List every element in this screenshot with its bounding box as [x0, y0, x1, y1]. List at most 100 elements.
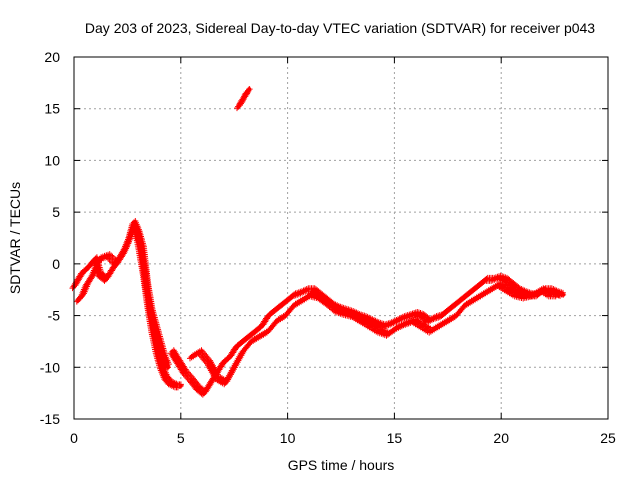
- data-point: [240, 97, 245, 102]
- data-point: [114, 261, 119, 266]
- data-point: [413, 311, 418, 316]
- y-tick-label: 10: [44, 152, 60, 168]
- data-point: [403, 321, 408, 326]
- data-point: [159, 365, 164, 370]
- data-point: [309, 292, 314, 297]
- data-point: [420, 313, 425, 318]
- data-point: [368, 323, 373, 328]
- x-tick-label: 10: [280, 430, 296, 446]
- y-tick-label: -10: [40, 359, 60, 375]
- data-point: [272, 308, 277, 313]
- data-point: [548, 292, 553, 297]
- data-point: [260, 323, 264, 328]
- data-point: [411, 318, 416, 323]
- data-point: [236, 104, 241, 109]
- y-tick-label: 15: [44, 101, 60, 117]
- data-point: [168, 380, 173, 385]
- data-point: [144, 282, 149, 287]
- data-point: [238, 101, 243, 106]
- plot-frame: [73, 56, 609, 420]
- data-point: [471, 298, 476, 303]
- series-track-b: [73, 218, 172, 371]
- data-point: [89, 261, 94, 266]
- data-point: [420, 323, 425, 328]
- data-point: [232, 365, 237, 370]
- data-point: [454, 313, 459, 318]
- data-point: [462, 303, 467, 308]
- series-track-e: [234, 86, 253, 112]
- data-point: [140, 246, 145, 251]
- data-point: [497, 282, 502, 287]
- data-point: [189, 354, 194, 359]
- data-point: [484, 277, 489, 282]
- data-point: [110, 267, 115, 271]
- data-point: [292, 292, 296, 297]
- x-tick-label: 20: [493, 430, 509, 446]
- data-point: [465, 292, 469, 297]
- data-point: [452, 303, 457, 308]
- data-point: [84, 267, 89, 271]
- data-point: [153, 323, 158, 328]
- data-point: [148, 308, 153, 313]
- data-point: [274, 318, 279, 323]
- data-point: [283, 313, 288, 318]
- data-point: [317, 295, 322, 299]
- data-point: [221, 360, 226, 365]
- data-point: [202, 391, 207, 396]
- data-point: [433, 315, 437, 320]
- data-point: [458, 298, 463, 303]
- data-point: [166, 365, 170, 370]
- grid: [74, 57, 608, 419]
- x-tick-label: 5: [177, 430, 185, 446]
- data-point: [556, 292, 561, 297]
- data-point: [437, 323, 442, 328]
- data-point: [377, 329, 382, 334]
- data-point: [300, 298, 305, 303]
- data-point: [292, 303, 296, 308]
- data-point: [394, 318, 399, 323]
- data-point: [245, 90, 249, 95]
- data-point: [445, 318, 450, 323]
- data-point: [163, 375, 168, 380]
- data-point: [178, 383, 183, 388]
- data-point: [480, 292, 484, 297]
- data-point: [445, 308, 450, 313]
- data-point: [208, 380, 213, 385]
- data-point: [334, 308, 339, 313]
- series-marks: [187, 280, 562, 388]
- data-point: [381, 323, 386, 328]
- y-axis-label: SDTVAR / TECUs: [7, 182, 23, 294]
- data-point: [195, 386, 200, 390]
- data-point: [91, 272, 96, 277]
- series-track-d: [187, 280, 562, 388]
- data-point: [426, 318, 431, 323]
- data-point: [206, 360, 211, 365]
- data-point: [84, 282, 89, 287]
- data-point: [561, 292, 566, 297]
- data-point: [304, 287, 309, 292]
- data-point: [285, 298, 290, 303]
- y-tick-label: 0: [52, 256, 60, 272]
- data-point: [505, 287, 510, 292]
- data-point: [131, 220, 136, 225]
- data-point: [257, 334, 262, 339]
- data-point: [351, 313, 356, 318]
- data-point: [522, 295, 527, 299]
- data-point: [490, 277, 495, 282]
- data-point: [266, 329, 271, 334]
- data-point: [247, 87, 252, 92]
- data-point: [97, 256, 102, 261]
- y-tick-label: 20: [44, 49, 60, 65]
- data-point: [503, 277, 508, 282]
- data-point: [215, 375, 220, 380]
- data-point: [161, 354, 166, 359]
- data-point: [170, 349, 175, 354]
- data-point: [407, 313, 412, 318]
- data-point: [76, 298, 81, 303]
- data-point: [121, 251, 126, 256]
- data-point: [247, 334, 252, 339]
- data-point: [104, 277, 108, 282]
- data-point: [249, 339, 254, 344]
- data-point: [80, 292, 85, 297]
